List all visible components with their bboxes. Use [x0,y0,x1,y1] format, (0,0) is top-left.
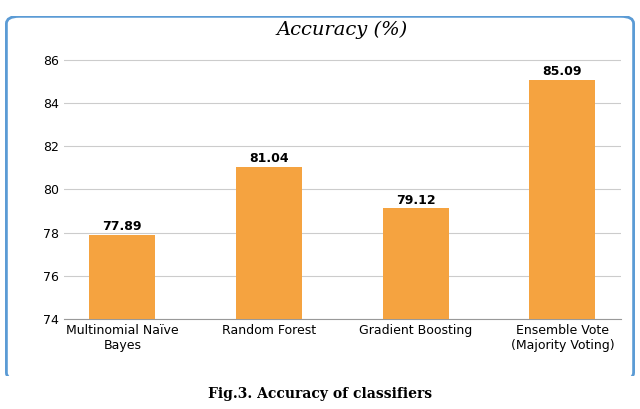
Title: Accuracy (%): Accuracy (%) [276,21,408,39]
Bar [383,209,449,409]
Text: 81.04: 81.04 [249,152,289,165]
Text: Fig.3. Accuracy of classifiers: Fig.3. Accuracy of classifiers [208,387,432,401]
Bar [90,235,156,409]
Bar [236,167,302,409]
FancyBboxPatch shape [6,16,634,380]
Bar [529,79,595,409]
Text: 77.89: 77.89 [102,220,142,233]
Text: 79.12: 79.12 [396,194,436,207]
Text: 85.09: 85.09 [543,65,582,78]
